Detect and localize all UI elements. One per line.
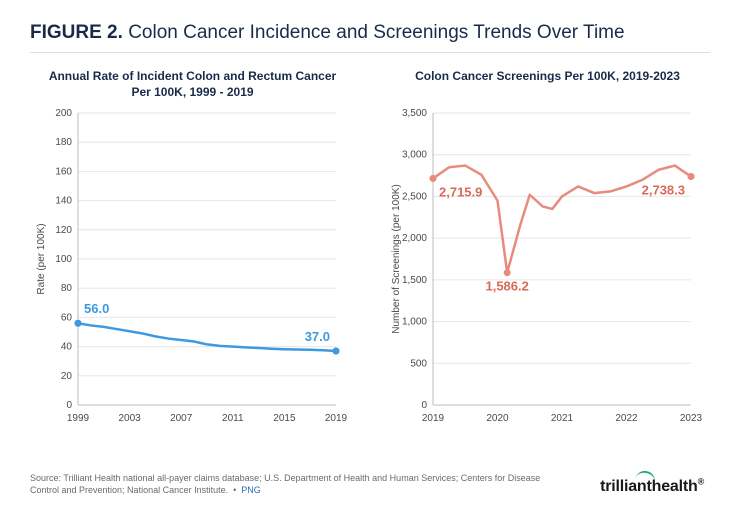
svg-text:1,000: 1,000 — [402, 317, 427, 328]
svg-text:2003: 2003 — [118, 413, 141, 424]
figure-label: FIGURE 2. — [30, 22, 123, 43]
source-text: Source: Trilliant Health national all-pa… — [30, 473, 540, 495]
svg-text:200: 200 — [55, 108, 72, 119]
svg-text:2020: 2020 — [486, 413, 509, 424]
svg-text:3,000: 3,000 — [402, 150, 427, 161]
svg-text:180: 180 — [55, 137, 72, 148]
svg-text:2007: 2007 — [170, 413, 193, 424]
svg-text:20: 20 — [61, 371, 73, 382]
svg-text:2,000: 2,000 — [402, 233, 427, 244]
svg-text:2,715.9: 2,715.9 — [439, 184, 482, 199]
svg-text:37.0: 37.0 — [305, 329, 330, 344]
svg-text:500: 500 — [410, 358, 427, 369]
svg-text:2,738.3: 2,738.3 — [642, 183, 685, 198]
svg-text:120: 120 — [55, 225, 72, 236]
svg-text:2023: 2023 — [680, 413, 703, 424]
figure-title-text: Colon Cancer Incidence and Screenings Tr… — [128, 22, 624, 43]
svg-text:2021: 2021 — [551, 413, 574, 424]
svg-text:Number of Screenings (per 100K: Number of Screenings (per 100K) — [391, 184, 402, 334]
left-chart-panel: Annual Rate of Incident Colon and Rectum… — [30, 69, 355, 449]
svg-text:56.0: 56.0 — [84, 301, 109, 316]
svg-text:0: 0 — [66, 400, 72, 411]
svg-text:2019: 2019 — [422, 413, 445, 424]
svg-text:1,586.2: 1,586.2 — [485, 279, 528, 294]
svg-text:40: 40 — [61, 342, 73, 353]
svg-text:2011: 2011 — [222, 413, 244, 424]
svg-text:100: 100 — [55, 254, 72, 265]
brand-logo: trillianthealth® — [600, 477, 710, 496]
svg-text:160: 160 — [55, 166, 72, 177]
svg-text:60: 60 — [61, 312, 73, 323]
svg-text:1999: 1999 — [67, 413, 90, 424]
svg-text:1,500: 1,500 — [402, 275, 427, 286]
svg-text:Rate (per 100K): Rate (per 100K) — [36, 223, 47, 294]
right-chart: 0 500 1,000 1,500 2,000 2,500 3,000 3,500 2019 20… — [385, 103, 710, 449]
left-chart: 0 20 40 60 80 100 120 140 160 180 200 1999 2003 2007 2… — [30, 103, 355, 449]
svg-text:2022: 2022 — [615, 413, 638, 424]
png-link[interactable]: PNG — [241, 485, 261, 495]
charts-row: Annual Rate of Incident Colon and Rectum… — [30, 69, 710, 449]
svg-text:2,500: 2,500 — [402, 191, 427, 202]
svg-text:80: 80 — [61, 283, 73, 294]
svg-text:0: 0 — [421, 400, 427, 411]
figure-title: FIGURE 2. Colon Cancer Incidence and Scr… — [30, 22, 710, 53]
right-chart-panel: Colon Cancer Screenings Per 100K, 2019-2… — [385, 69, 710, 449]
figure-footer: Source: Trilliant Health national all-pa… — [30, 472, 710, 496]
right-chart-title: Colon Cancer Screenings Per 100K, 2019-2… — [385, 69, 710, 103]
svg-text:2019: 2019 — [325, 413, 348, 424]
svg-text:2015: 2015 — [273, 413, 296, 424]
svg-text:3,500: 3,500 — [402, 108, 427, 119]
source-note: Source: Trilliant Health national all-pa… — [30, 472, 550, 496]
left-chart-title: Annual Rate of Incident Colon and Rectum… — [30, 69, 355, 103]
svg-text:140: 140 — [55, 196, 72, 207]
